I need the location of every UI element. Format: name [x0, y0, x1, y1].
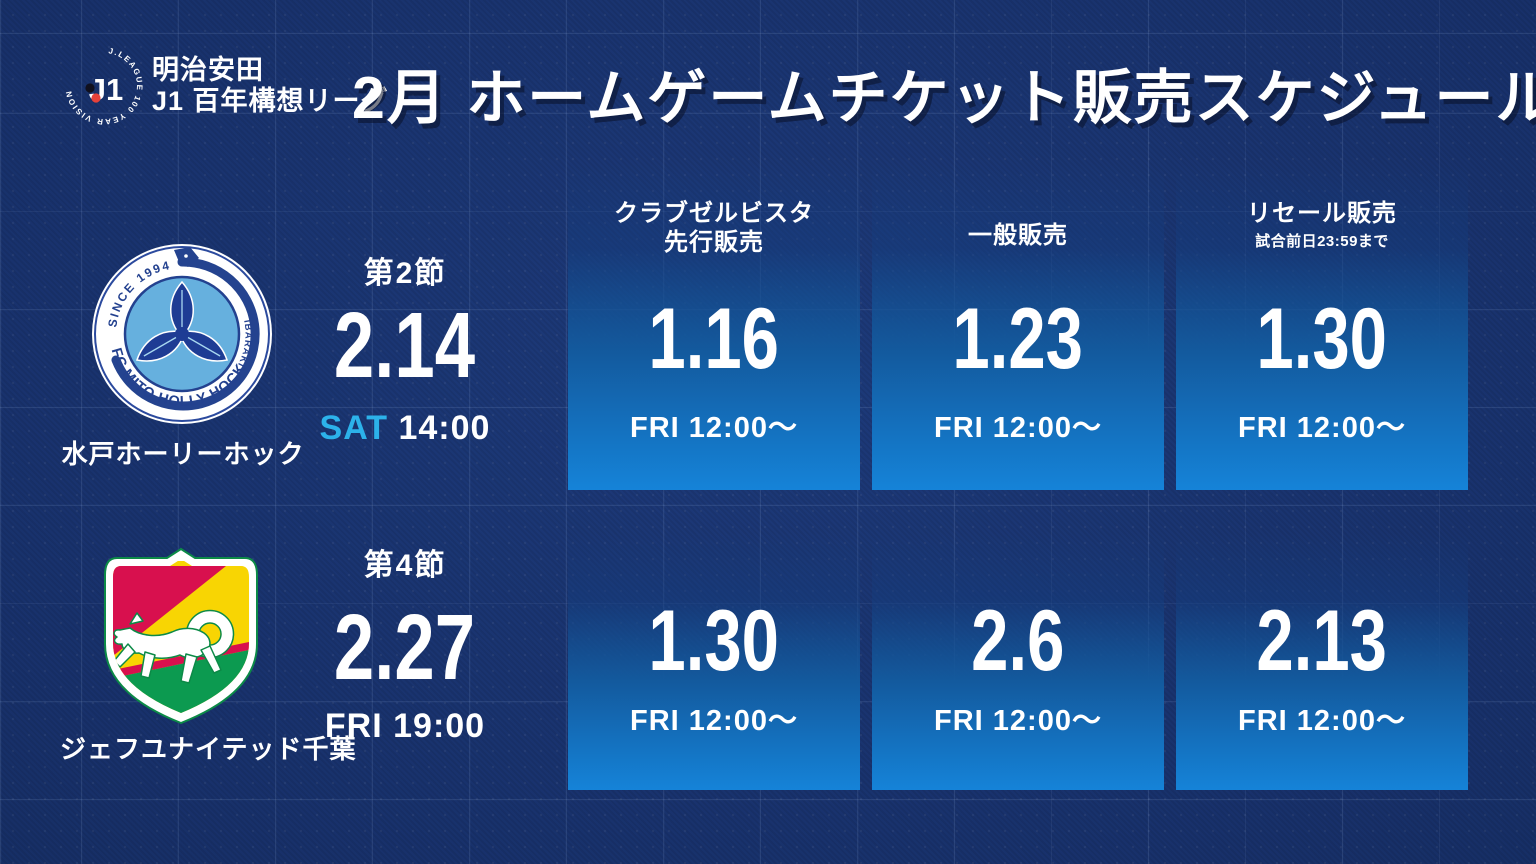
league-name: 明治安田 J1 百年構想リーグ — [152, 55, 389, 117]
sale-time: FRI 12:00〜 — [934, 705, 1102, 737]
column-header-general-sale: 一般販売 — [968, 222, 1068, 249]
sale-cell-row1-general: 1.23 FRI 12:00〜 — [872, 163, 1164, 490]
sale-date: 2.6 — [971, 593, 1065, 689]
column-header-resale: リセール販売 試合前日23:59まで — [1176, 199, 1468, 251]
mito-hollyhock-logo: SINCE 1994 FC MITO HOLLY HOCK IBARAKI — [92, 244, 272, 424]
team-name-jef: ジェフユナイテッド千葉 — [60, 734, 357, 764]
mito-dragon — [111, 247, 260, 411]
kickoff-time-row2: 19:00 — [393, 707, 486, 745]
sale-time: FRI 12:00〜 — [1238, 412, 1406, 444]
page-title: 2月 ホームゲームチケット販売スケジュール — [352, 65, 1536, 131]
round-label-row2: 第4節 — [363, 549, 447, 582]
league-name-line1: 明治安田 — [152, 55, 264, 85]
sale-date: 1.30 — [648, 593, 780, 689]
sale-time: FRI 12:00〜 — [1238, 705, 1406, 737]
sale-time: FRI 12:00〜 — [934, 412, 1102, 444]
column-header-zelvista-presale: クラブゼルビスタ 先行販売 — [614, 200, 814, 256]
sale-date: 1.23 — [952, 291, 1084, 387]
match-date-row1: 2.14 — [334, 293, 476, 397]
sale-date: 2.13 — [1256, 593, 1388, 689]
jef-dog — [113, 609, 235, 684]
league-name-line2: J1 百年構想リーグ — [152, 86, 389, 116]
sale-cell-row2-resale: 2.13 FRI 12:00〜 — [1176, 533, 1468, 790]
resale-deadline-note: 試合前日23:59まで — [1255, 233, 1389, 250]
sale-cell-row2-presale: 1.30 FRI 12:00〜 — [568, 533, 860, 790]
sale-date: 1.30 — [1256, 291, 1388, 387]
sale-cell-row2-general: 2.6 FRI 12:00〜 — [872, 533, 1164, 790]
round-label-row1: 第2節 — [363, 257, 447, 290]
sale-date: 1.16 — [648, 291, 780, 387]
team-name-mito: 水戸ホーリーホック — [61, 439, 305, 469]
j1-league-100-year-vision-logo: J.LEAGUE 100 YEAR VISION J1 — [64, 46, 142, 126]
match-time-row1: SAT 14:00 — [288, 409, 522, 448]
match-day-row1: SAT — [319, 409, 389, 447]
sale-cell-row1-resale: 1.30 FRI 12:00〜 — [1176, 163, 1468, 490]
jef-united-chiba-logo — [104, 547, 258, 725]
kickoff-time-row1: 14:00 — [398, 409, 491, 447]
sale-cell-row1-presale: 1.16 FRI 12:00〜 — [568, 163, 860, 490]
logo-red-dot — [91, 93, 101, 103]
match-date-row2: 2.27 — [334, 595, 476, 699]
logo-black-dot — [85, 83, 95, 93]
match-time-row2: FRI 19:00 — [288, 707, 522, 746]
sale-time: FRI 12:00〜 — [630, 705, 798, 737]
match-day-row2: FRI — [324, 707, 383, 745]
sale-time: FRI 12:00〜 — [630, 412, 798, 444]
